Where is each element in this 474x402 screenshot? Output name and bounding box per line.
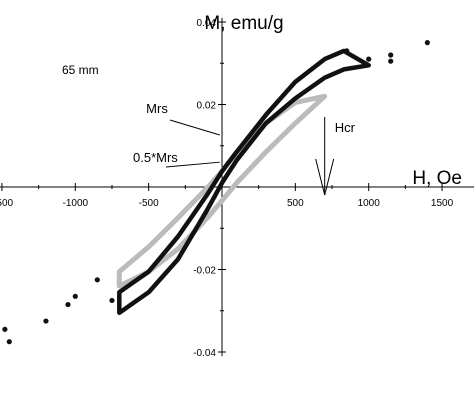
annotation-half-mrs: 0.5*Mrs	[133, 150, 178, 165]
scatter-point	[344, 48, 350, 54]
x-tick-label: 1500	[431, 198, 454, 209]
annotation-layer: Mrs 0.5*Mrs Hcr	[133, 101, 356, 196]
annotation-half-mrs-pointer	[165, 161, 220, 168]
y-tick-label: -0.04	[193, 348, 216, 359]
x-tick-label: 500	[287, 198, 304, 209]
scatter-point	[388, 58, 394, 64]
scatter-point	[65, 301, 71, 308]
scatter-point	[6, 339, 12, 345]
series-layer	[2, 40, 430, 345]
annotation-mrs: Mrs	[146, 101, 168, 116]
x-ticks: 1500 -1000 -500 500 1000 1500	[0, 183, 454, 209]
annotation-mrs-pointer	[169, 119, 220, 136]
y-ticks: -0.04 -0.02 0.02 0.04	[193, 18, 226, 359]
scatter-point	[94, 277, 100, 283]
scatter-point	[424, 40, 430, 46]
y-axis-title: M, emu/g	[204, 13, 283, 34]
y-tick-label: 0.04	[197, 18, 217, 29]
annotation-hcr: Hcr	[335, 120, 356, 135]
x-tick-label: 1000	[358, 198, 381, 209]
x-tick-label: -1000	[63, 198, 89, 209]
scatter-point	[109, 297, 115, 304]
y-tick-label: -0.02	[193, 266, 216, 277]
y-tick-label: 0.02	[197, 101, 217, 112]
minor-loop-line	[116, 93, 328, 289]
hcr-arrow-head	[315, 158, 335, 196]
scatter-point	[366, 56, 372, 62]
scatter-point	[388, 52, 394, 58]
sample-label: 65 mm	[62, 63, 99, 77]
x-tick-label: 1500	[0, 198, 14, 209]
major-loop-line	[117, 48, 371, 316]
x-axis-title: H, Oe	[412, 168, 462, 189]
scatter-point	[72, 293, 78, 299]
scatter-point	[2, 326, 8, 332]
x-tick-label: -500	[139, 198, 159, 209]
scatter-point	[43, 318, 49, 324]
